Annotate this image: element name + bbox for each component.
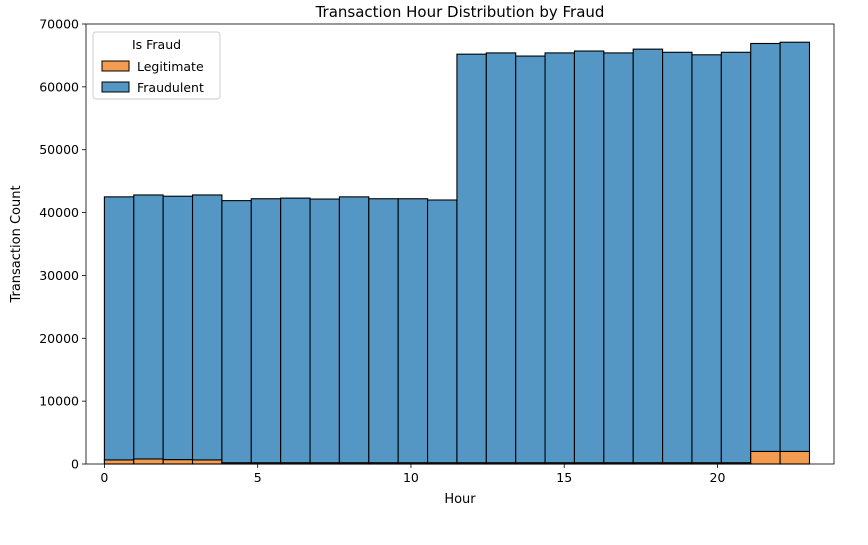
legend-label-legitimate: Legitimate [137, 59, 204, 74]
bar-fraudulent-16 [573, 50, 605, 464]
bars-group [103, 41, 811, 465]
legend: Is Fraud Legitimate Fraudulent [92, 31, 221, 100]
chart-title: Transaction Hour Distribution by Fraud [315, 3, 605, 21]
bar-legitimate-2 [162, 459, 194, 465]
bar-fraudulent-10 [397, 198, 429, 464]
y-axis-ticks: 0 10000 20000 30000 40000 50000 60000 70000 [39, 17, 86, 472]
x-tick-label-3: 15 [556, 470, 572, 485]
y-tick-label-1: 10000 [39, 394, 79, 409]
bar-legitimate-1 [133, 458, 164, 465]
bar-fraudulent-21 [720, 51, 752, 464]
bar-fraudulent-9 [368, 198, 399, 464]
x-axis-ticks: 0 5 10 15 20 [100, 464, 726, 485]
bar-fraudulent-3 [191, 194, 223, 461]
bar-fraudulent-1 [133, 194, 164, 460]
y-axis-label: Transaction Count [9, 185, 24, 303]
bar-fraudulent-7 [309, 198, 340, 464]
legend-label-fraudulent: Fraudulent [137, 80, 204, 95]
legend-swatch-fraudulent [101, 81, 130, 93]
legend-swatch-legitimate [101, 60, 130, 72]
bar-fraudulent-22 [750, 42, 781, 452]
x-tick-label-1: 5 [254, 470, 262, 485]
bar-fraudulent-5 [250, 198, 282, 464]
bar-fraudulent-15 [544, 52, 575, 464]
plot-frame [85, 23, 835, 465]
legend-title: Is Fraud [132, 37, 181, 52]
bar-fraudulent-11 [427, 199, 458, 464]
bar-fraudulent-20 [691, 54, 722, 464]
bar-fraudulent-14 [515, 55, 546, 464]
x-tick-label-4: 20 [710, 470, 726, 485]
bar-fraudulent-4 [221, 200, 252, 464]
y-tick-label-5: 50000 [39, 142, 79, 157]
legend-items: Legitimate Fraudulent [101, 59, 204, 95]
bar-fraudulent-19 [662, 51, 693, 464]
bar-fraudulent-23 [779, 41, 811, 452]
bar-legitimate-3 [191, 459, 223, 465]
bar-legitimate-0 [103, 459, 135, 465]
y-tick-label-4: 40000 [39, 205, 79, 220]
bar-fraudulent-2 [162, 195, 194, 461]
y-tick-label-2: 20000 [39, 331, 79, 346]
bar-fraudulent-17 [603, 52, 634, 464]
bar-legitimate-23 [779, 450, 811, 465]
bar-fraudulent-0 [103, 196, 135, 461]
y-tick-label-7: 70000 [39, 17, 79, 32]
y-tick-label-6: 60000 [39, 79, 79, 94]
bar-fraudulent-8 [338, 196, 370, 464]
x-axis-label: Hour [444, 492, 476, 507]
bar-fraudulent-12 [456, 53, 487, 464]
y-tick-label-3: 30000 [39, 268, 79, 283]
y-tick-label-0: 0 [71, 457, 79, 472]
x-tick-label-0: 0 [100, 470, 108, 485]
x-tick-label-2: 10 [403, 470, 419, 485]
bar-fraudulent-13 [485, 52, 517, 464]
bar-legitimate-22 [750, 450, 781, 465]
bar-fraudulent-18 [632, 48, 664, 464]
bar-fraudulent-6 [280, 197, 311, 464]
